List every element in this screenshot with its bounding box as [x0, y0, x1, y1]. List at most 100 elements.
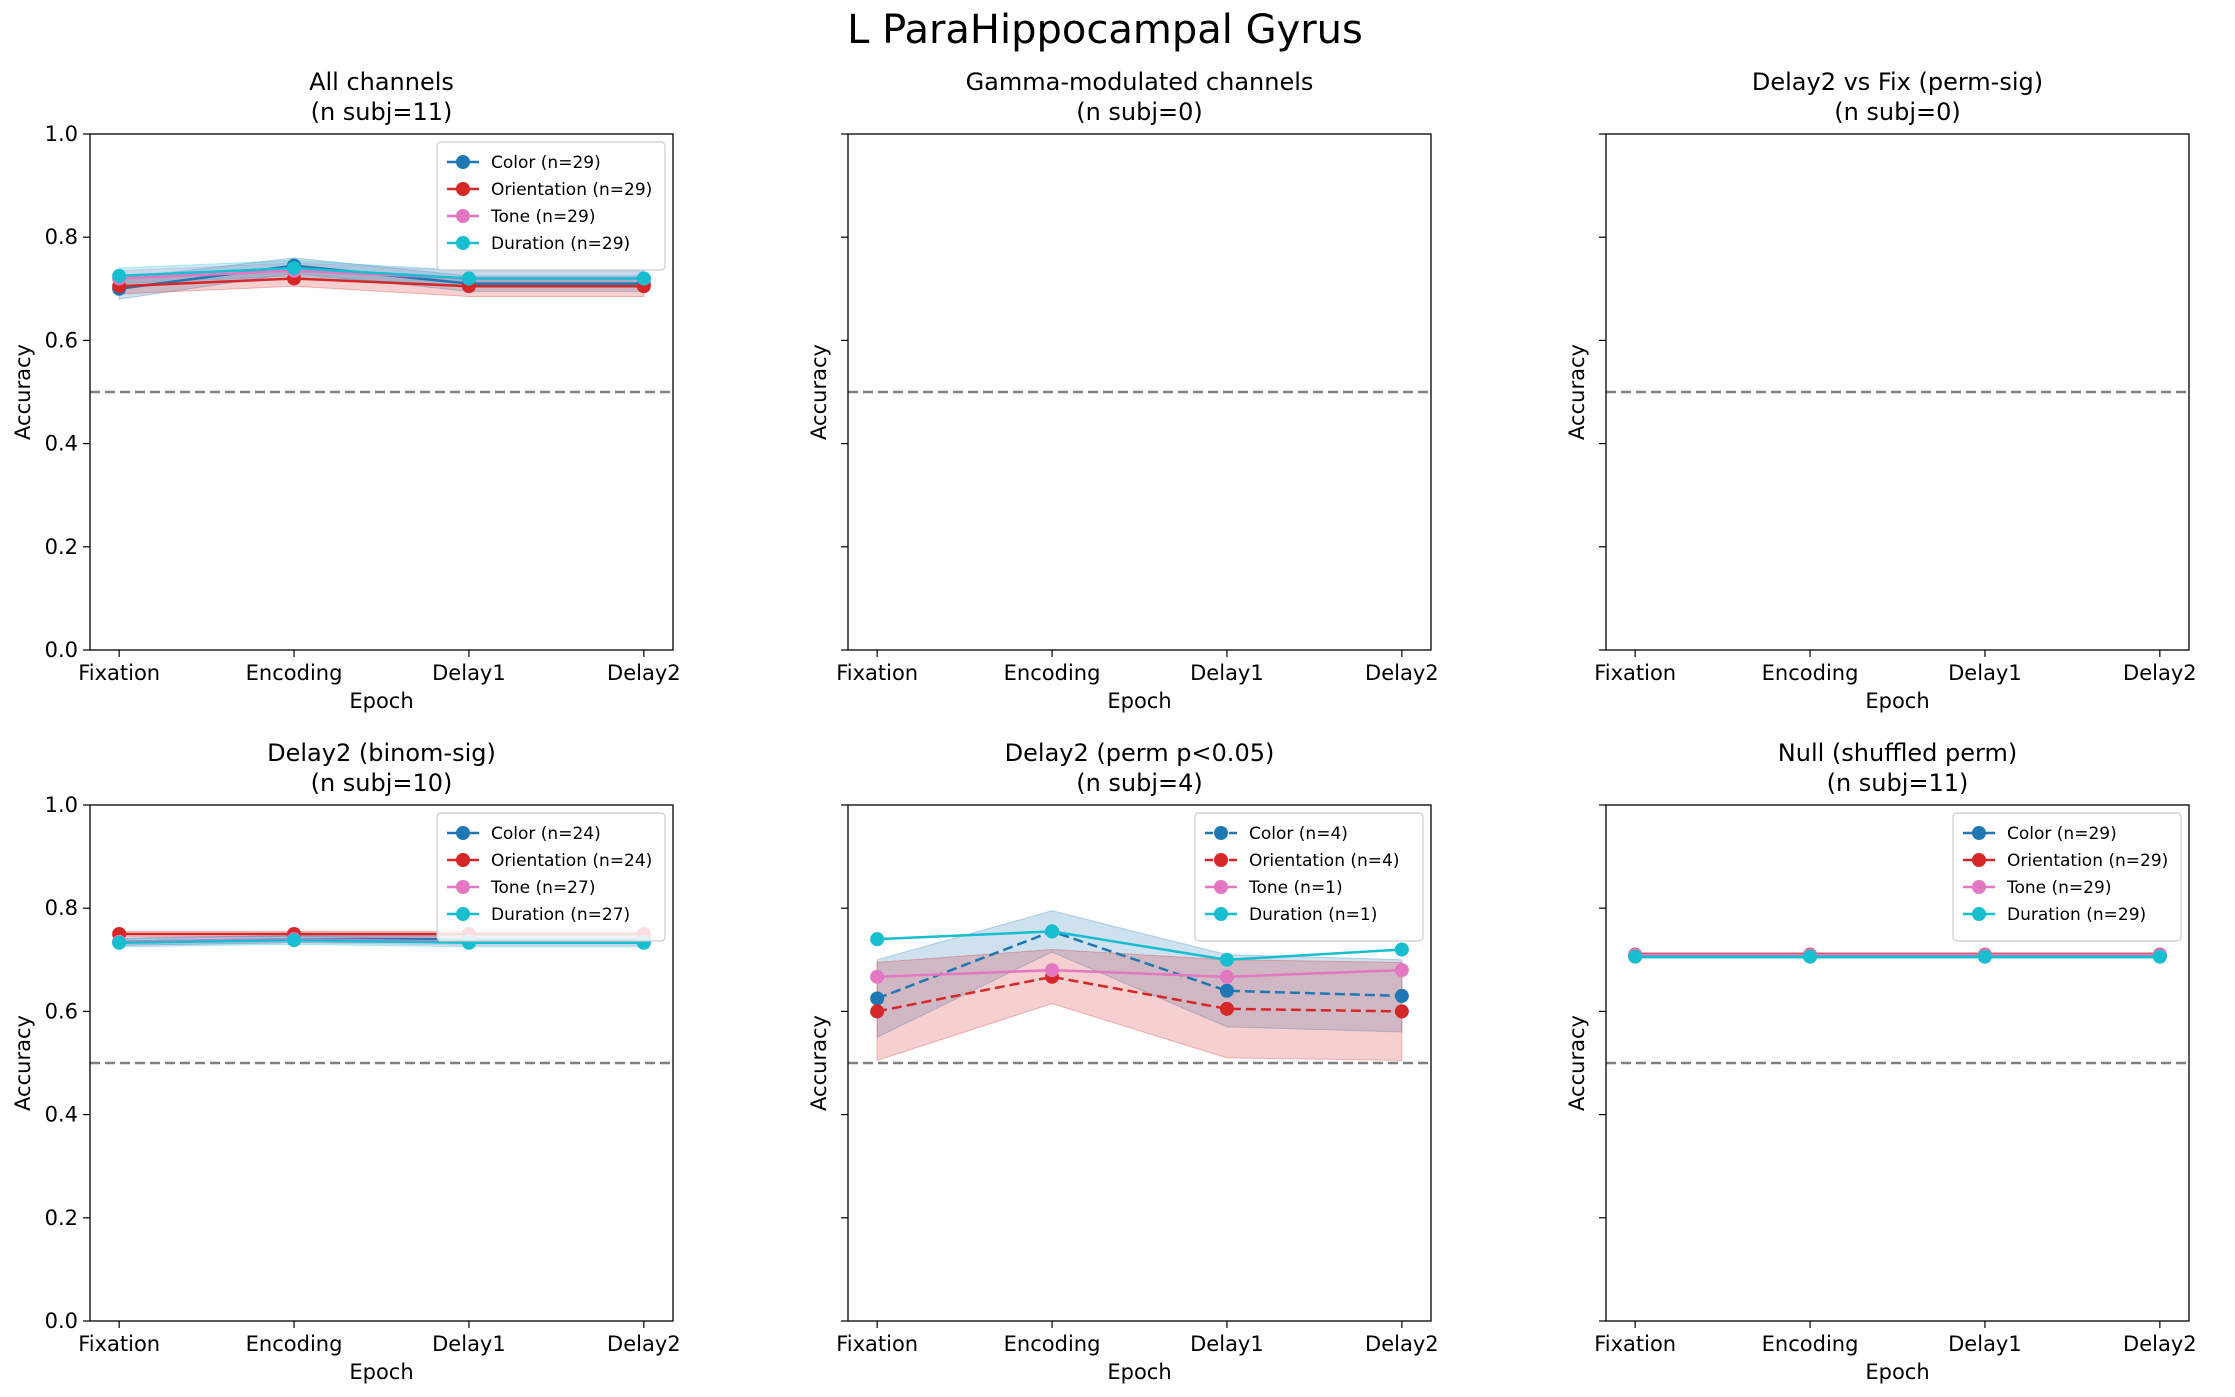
legend-entry: Orientation (n=4) — [1249, 851, 1399, 871]
x-tick-label: Fixation — [78, 661, 160, 685]
y-tick-label: 0.0 — [45, 638, 78, 662]
subplot-title: All channels — [309, 68, 454, 96]
series-line-tone — [877, 968, 1402, 979]
y-tick-label: 0.0 — [45, 1309, 78, 1333]
series-line-duration — [119, 266, 644, 280]
legend-marker — [1214, 826, 1228, 840]
legend-entry: Tone (n=29) — [490, 207, 595, 227]
x-tick-label: Delay1 — [1190, 1332, 1264, 1356]
data-point-color — [1394, 988, 1409, 1003]
x-tick-label: Fixation — [836, 1332, 918, 1356]
legend-marker — [1214, 907, 1228, 921]
y-axis-label: Accuracy — [11, 1015, 35, 1111]
series-line-orientation — [876, 975, 1402, 1013]
y-axis-label: Accuracy — [807, 1015, 831, 1111]
data-point-orientation — [870, 1004, 885, 1019]
legend: Color (n=29) Orientation (n=29) Tone (n=29… — [1952, 812, 2182, 942]
legend-marker — [456, 182, 470, 196]
x-tick-label: Encoding — [1762, 1332, 1859, 1356]
subplot-5: Delay2 (perm p<0.05)(n subj=4) Fixation En… — [807, 739, 1439, 1384]
y-axis-label: Accuracy — [1565, 344, 1589, 440]
x-tick-label: Delay1 — [432, 661, 506, 685]
x-tick-label: Delay2 — [1365, 661, 1439, 685]
x-tick-label: Encoding — [1004, 661, 1101, 685]
legend-entry: Color (n=29) — [2007, 824, 2117, 844]
x-axis-label: Epoch — [349, 1360, 413, 1384]
subplot-subtitle: (n subj=0) — [1076, 98, 1203, 126]
legend-marker — [456, 209, 470, 223]
legend-marker — [456, 155, 470, 169]
legend-marker — [1972, 880, 1986, 894]
subplot-6: Null (shuffled perm)(n subj=11) Fixation E… — [1565, 739, 2197, 1384]
legend-marker — [456, 880, 470, 894]
subplot-1: All channels(n subj=11) 0.0 0.2 0.4 0.6 0.8 1.… — [11, 68, 681, 713]
data-point-duration — [1394, 942, 1409, 957]
data-point-duration — [1628, 949, 1643, 964]
plot-frame — [847, 804, 1432, 1322]
subplot-title: Delay2 (perm p<0.05) — [1005, 739, 1275, 767]
x-tick-label: Delay1 — [432, 1332, 506, 1356]
legend-frame — [436, 812, 666, 942]
x-tick-label: Delay2 — [1365, 1332, 1439, 1356]
series-line-color — [876, 930, 1402, 1000]
subplot-subtitle: (n subj=4) — [1076, 769, 1203, 797]
data-point-duration — [287, 933, 302, 948]
data-point-orientation — [1394, 1004, 1409, 1019]
legend-marker — [1972, 853, 1986, 867]
y-tick-label: 0.4 — [45, 432, 78, 456]
data-point-color — [870, 991, 885, 1006]
legend-marker — [456, 853, 470, 867]
data-point-duration — [287, 261, 302, 276]
subplot-title: Gamma-modulated channels — [966, 68, 1314, 96]
x-tick-label: Delay2 — [2123, 1332, 2197, 1356]
subplot-subtitle: (n subj=10) — [311, 769, 453, 797]
data-point-duration — [461, 271, 476, 286]
data-point-duration — [1045, 924, 1060, 939]
legend-entry: Duration (n=29) — [2007, 905, 2146, 925]
x-tick-label: Fixation — [836, 661, 918, 685]
data-point-duration — [870, 932, 885, 947]
data-point-duration — [112, 935, 127, 950]
plot-frame — [89, 133, 674, 651]
data-point-tone — [1219, 969, 1234, 984]
x-tick-label: Delay1 — [1948, 661, 2022, 685]
y-tick-label: 1.0 — [45, 793, 78, 817]
legend-marker — [1214, 853, 1228, 867]
data-point-tone — [870, 969, 885, 984]
x-axis-label: Epoch — [1865, 1360, 1929, 1384]
legend-frame — [1194, 812, 1424, 942]
x-tick-label: Fixation — [1594, 661, 1676, 685]
subplot-2: Gamma-modulated channels(n subj=0) Fixati… — [807, 68, 1439, 713]
legend-entry: Color (n=4) — [1249, 824, 1348, 844]
y-tick-label: 0.6 — [45, 328, 78, 352]
y-tick-label: 1.0 — [45, 122, 78, 146]
data-point-duration — [1219, 952, 1234, 967]
plot-frame — [847, 133, 1432, 651]
plot-frame — [1605, 804, 2190, 1322]
data-point-duration — [2152, 949, 2167, 964]
data-point-orientation — [1219, 1001, 1234, 1016]
legend: Color (n=24) Orientation (n=24) Tone (n=27… — [436, 812, 666, 942]
legend-entry: Duration (n=29) — [491, 234, 630, 254]
legend-entry: Tone (n=29) — [2006, 878, 2111, 898]
data-point-color — [1219, 983, 1234, 998]
subplot-4: Delay2 (binom-sig)(n subj=10) 0.0 0.2 0.4 0.… — [11, 739, 681, 1384]
subplot-3: Delay2 vs Fix (perm-sig)(n subj=0) Fixati… — [1565, 68, 2197, 713]
subplot-title: Null (shuffled perm) — [1778, 739, 2017, 767]
legend-frame — [1952, 812, 2182, 942]
x-tick-label: Encoding — [246, 1332, 343, 1356]
x-tick-label: Delay2 — [2123, 661, 2197, 685]
x-tick-label: Delay1 — [1948, 1332, 2022, 1356]
x-axis-label: Epoch — [1107, 1360, 1171, 1384]
y-tick-label: 0.8 — [45, 225, 78, 249]
y-tick-label: 0.8 — [45, 896, 78, 920]
legend-entry: Tone (n=1) — [1248, 878, 1343, 898]
subplot-title: Delay2 vs Fix (perm-sig) — [1752, 68, 2043, 96]
y-axis-label: Accuracy — [11, 344, 35, 440]
plot-frame — [1605, 133, 2190, 651]
data-point-tone — [1045, 963, 1060, 978]
plot-frame — [89, 804, 674, 1322]
data-point-duration — [1977, 949, 1992, 964]
legend-entry: Duration (n=1) — [1249, 905, 1377, 925]
series-line-orientation — [119, 277, 644, 288]
